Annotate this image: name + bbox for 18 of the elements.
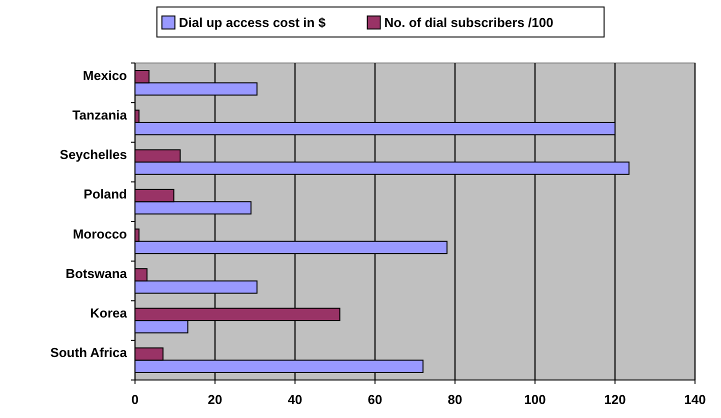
y-tick-label: Botswana [66,266,128,281]
y-tick-label: Mexico [82,68,128,83]
legend-label: No. of dial subscribers /100 [384,15,554,30]
x-tick-label: 40 [288,392,302,407]
legend-label: Dial up access cost in $ [178,15,326,30]
x-tick-label: 120 [604,392,626,407]
y-tick-label: Tanzania [72,107,128,122]
x-tick-label: 0 [131,392,139,407]
y-tick-label: Poland [84,186,128,202]
x-tick-label: 80 [448,392,462,407]
x-tick-label: 20 [208,392,222,407]
x-tick-label: 100 [524,392,546,407]
y-tick-label: Morocco [72,226,128,242]
x-tick-label: 60 [368,392,382,407]
y-tick-label: South Africa [50,345,128,360]
y-tick-label: Seychelles [60,147,127,162]
y-tick-label: Korea [90,306,128,321]
x-tick-label: 140 [684,392,706,407]
